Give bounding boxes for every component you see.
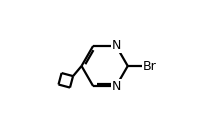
Text: N: N [112,79,121,93]
Text: Br: Br [143,60,157,72]
Text: N: N [112,39,121,53]
